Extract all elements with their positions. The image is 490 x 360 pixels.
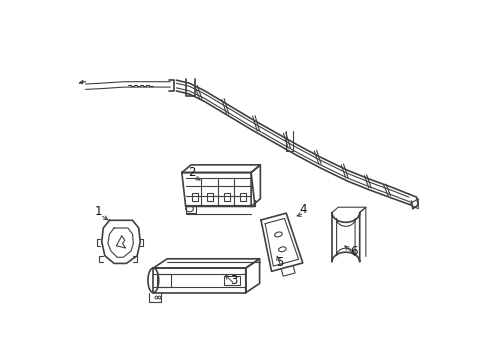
Text: 5: 5 — [276, 256, 283, 269]
Bar — [224, 193, 230, 201]
Bar — [192, 193, 198, 201]
Text: 6: 6 — [350, 244, 357, 258]
Text: 3: 3 — [230, 274, 237, 287]
Text: 4: 4 — [299, 203, 306, 216]
Text: 2: 2 — [188, 166, 196, 179]
Bar — [157, 274, 171, 287]
Bar — [240, 193, 246, 201]
Bar — [224, 276, 240, 285]
Bar — [207, 193, 213, 201]
Polygon shape — [79, 80, 83, 84]
Text: 1: 1 — [95, 204, 102, 217]
